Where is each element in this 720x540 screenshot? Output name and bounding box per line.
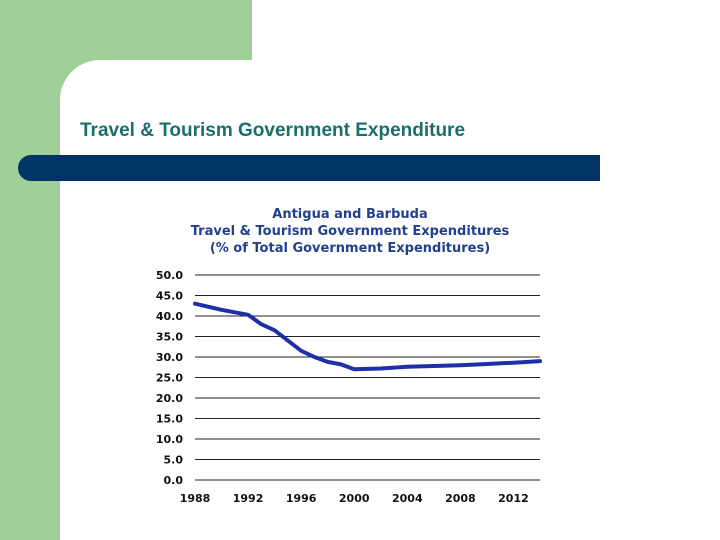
slide-title: Travel & Tourism Government Expenditure [80,120,466,141]
y-tick-label: 30.0 [156,351,183,364]
series-line [193,301,542,372]
y-tick-label: 15.0 [156,413,183,426]
y-tick-label: 5.0 [164,454,184,467]
line-chart: Antigua and Barbuda Travel & Tourism Gove… [156,207,542,505]
chart-title-line: Antigua and Barbuda [272,207,427,222]
x-tick-label: 2000 [339,492,370,505]
y-tick-label: 40.0 [156,310,183,323]
title-underline-bar [18,155,600,181]
chart: Antigua and Barbuda Travel & Tourism Gove… [140,200,580,515]
y-tick-label: 10.0 [156,433,183,446]
y-tick-label: 20.0 [156,392,183,405]
y-tick-label: 50.0 [156,269,183,282]
x-tick-label: 2004 [392,492,423,505]
x-tick-label: 1988 [180,492,211,505]
chart-title-line: Travel & Tourism Government Expenditures [191,224,510,239]
x-tick-label: 1992 [233,492,264,505]
y-tick-label: 0.0 [164,474,184,487]
y-tick-label: 35.0 [156,331,183,344]
chart-title-line: (% of Total Government Expenditures) [210,241,490,256]
x-tick-label: 1996 [286,492,317,505]
y-tick-label: 45.0 [156,290,183,303]
x-tick-label: 2008 [445,492,476,505]
x-tick-label: 2012 [498,492,529,505]
y-tick-label: 25.0 [156,372,183,385]
